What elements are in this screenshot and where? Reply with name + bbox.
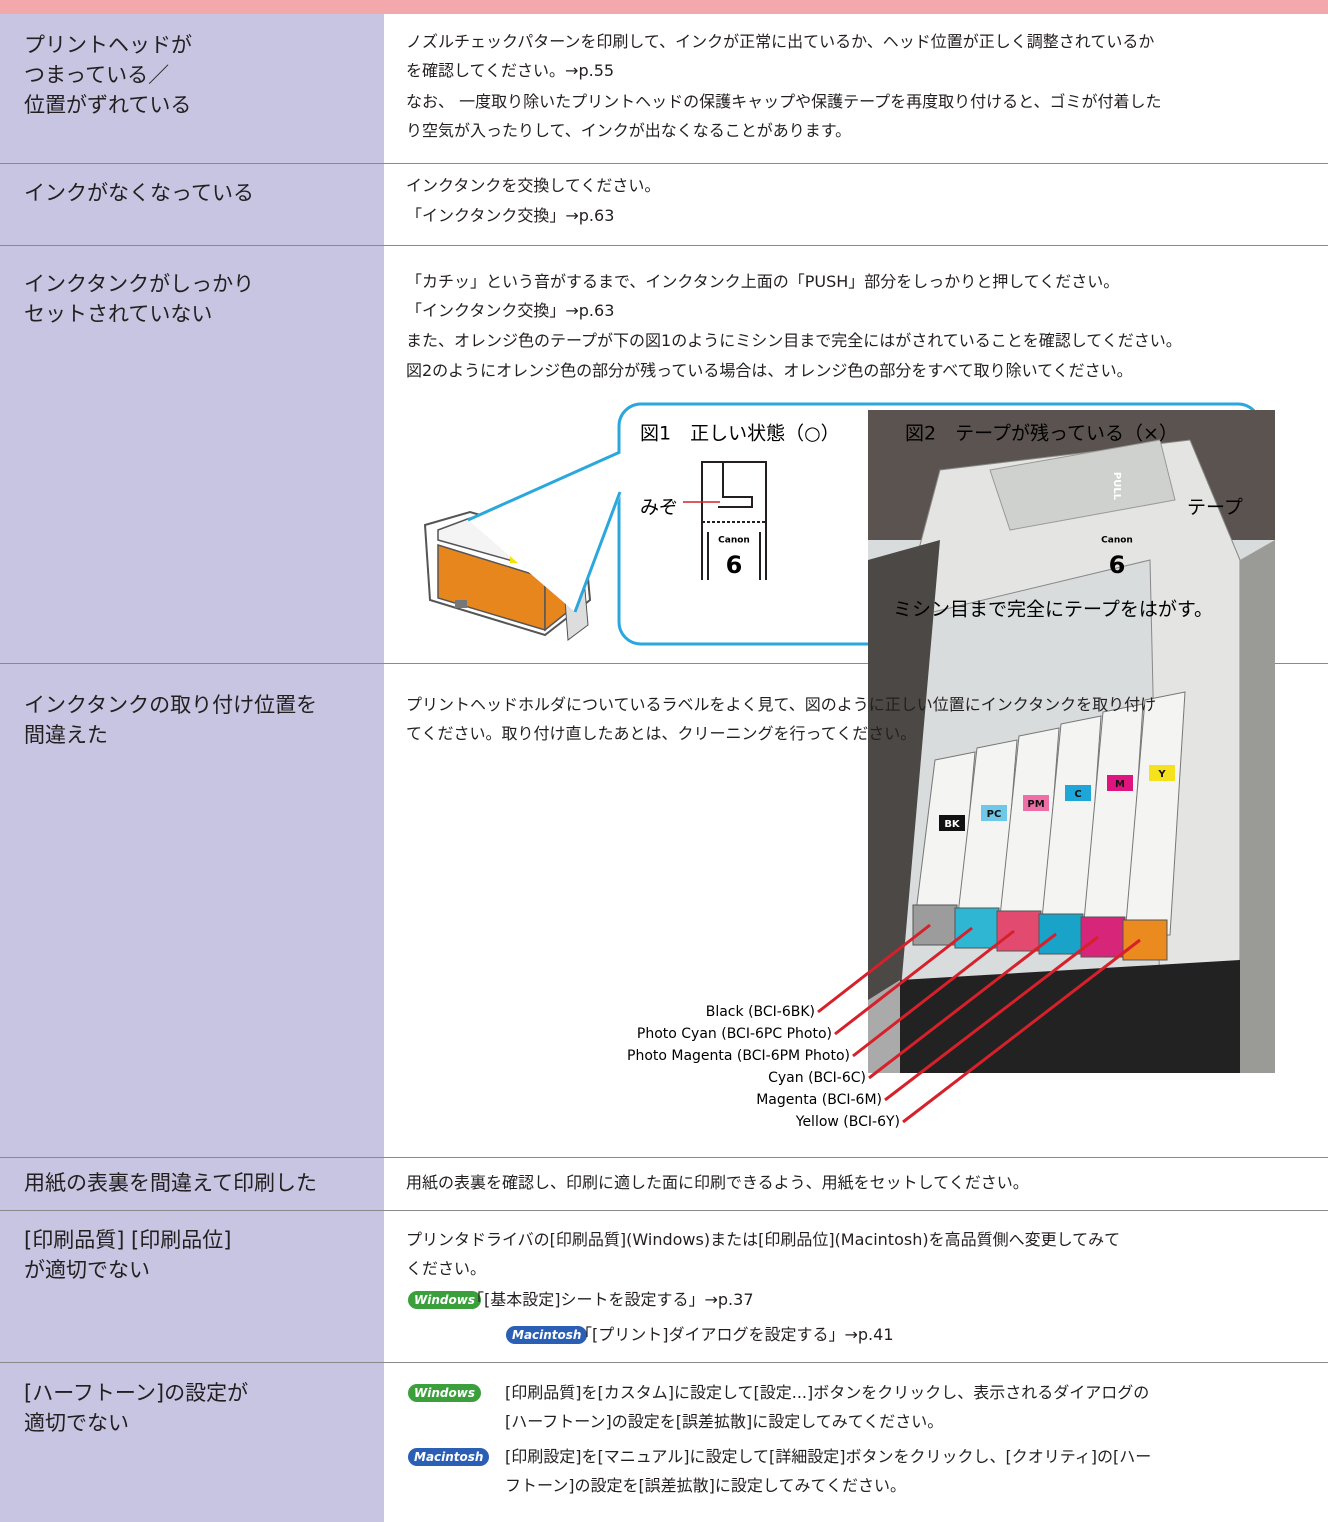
tank-brand: Canon [718,536,750,546]
note-text: [ハーフトーン]の設定を[誤差拡散]に設定してみてください。 [505,1412,944,1431]
leader-line [852,929,1015,1058]
leader-line [834,926,973,1036]
label-column [0,14,384,1522]
tank-caption: Yellow (BCI-6Y) [795,1114,900,1130]
tank-tag [981,805,1007,821]
row-text: 「インクタンク交換」→p.63 [406,301,615,320]
separators [0,163,1328,1363]
row-text: を確認してください。→p.55 [406,61,615,80]
os-badge: Macintosh [506,1326,588,1344]
row-text: 用紙の表裏を確認し、印刷に適した面に印刷できるよう、用紙をセットしてください。 [406,1173,1029,1192]
tank-brand: Canon [1101,536,1133,546]
callout-text: ミシン目まで完全にテープをはがす。 [893,599,1213,621]
note-text: [印刷品質]を[カスタム]に設定して[設定...]ボタンをクリックし、表示される… [505,1383,1150,1402]
tank-tag [1065,785,1091,801]
row-label: インクがなくなっている [24,181,254,205]
tank-label: M [1115,779,1125,790]
figure-caption: 図1 正しい状態（○） [640,423,840,445]
tank-color [1080,916,1126,958]
tank-caption: Cyan (BCI-6C) [768,1070,866,1086]
leader-line [868,932,1057,1080]
row-label: [ハーフトーン]の設定が [24,1381,249,1405]
tank-tag [1023,795,1049,811]
tank-tag [1107,775,1133,791]
row-label: 間違えた [24,723,108,747]
row-text: 「カチッ」という音がするまで、インクタンク上面の「PUSH」部分をしっかりと押し… [406,272,1120,291]
leader-line [884,935,1099,1102]
note-text: [印刷設定]を[マニュアル]に設定して[詳細設定]ボタンをクリックし、[クオリテ… [505,1447,1152,1466]
tank-color [912,904,958,946]
os-badge: Windows [408,1384,481,1402]
os-badge: Windows [408,1291,481,1309]
row-text: なお、 一度取り除いたプリントヘッドの保護キャップや保護テープを再度取り付けると… [406,92,1162,111]
row-label: セットされていない [24,302,213,326]
tank-color [954,907,1000,949]
note-text: フトーン]の設定を[誤差拡散]に設定してみてください。 [505,1476,906,1495]
link-text: 「[プリント]ダイアログを設定する」→p.41 [576,1325,894,1344]
tank-caption: Black (BCI-6BK) [706,1004,815,1020]
top-bar [0,0,1328,14]
tank-color [1122,919,1168,961]
callout-label: テープ [1187,497,1243,519]
tank-label: Y [1157,769,1166,780]
row-label: 適切でない [24,1411,129,1435]
row-label: が適切でない [24,1258,150,1282]
link-text: 「[基本設定]シートを設定する」→p.37 [468,1290,754,1309]
figure-caption: 図2 テープが残っている（×） [905,423,1178,445]
tank [1124,691,1186,936]
row-text: 「インクタンク交換」→p.63 [406,206,615,225]
row-label: 位置がずれている [24,93,192,117]
row-label: インクタンクの取り付け位置を [24,693,318,717]
tape-text: PULL [1111,472,1122,501]
row-label: インクタンクがしっかり [24,272,255,296]
tank-tag [1149,765,1175,781]
row-text: 図2のようにオレンジ色の部分が残っている場合は、オレンジ色の部分をすべて取り除い… [406,361,1133,380]
row-label: つまっている／ [24,63,170,87]
callout-label: みぞ [640,497,678,519]
leader-line [902,938,1141,1124]
tanks-photo [868,410,1275,1073]
row-label: プリントヘッドが [24,33,192,57]
row-text: てください。取り付け直したあとは、クリーニングを行ってください。 [406,724,917,743]
tank-label: C [1074,789,1081,800]
row-text: ノズルチェックパターンを印刷して、インクが正常に出ているか、ヘッド位置が正しく調… [406,32,1155,51]
row-label: [印刷品質] [印刷品位] [24,1228,232,1252]
row-text: また、オレンジ色のテープが下の図1のようにミシン目まで完全にはがされていることを… [406,331,1182,350]
row-text: インクタンクを交換してください。 [406,176,661,195]
tank-caption: Photo Cyan (BCI-6PC Photo) [637,1026,832,1042]
tank-number: 6 [726,551,743,579]
tank-caption: Magenta (BCI-6M) [756,1092,882,1108]
tank-color [1038,913,1084,955]
os-badge: Macintosh [408,1448,490,1466]
tank-label: PC [987,809,1002,820]
row-text: ください。 [406,1259,487,1278]
row-label: 用紙の表裏を間違えて印刷した [24,1171,317,1195]
tank-label: BK [944,819,961,830]
leader-line [817,923,931,1014]
row-text: プリンタドライバの[印刷品質](Windows)または[印刷品位](Macint… [406,1230,1121,1249]
tank-tag [939,815,965,831]
row-text: プリントヘッドホルダについているラベルをよく見て、図のように正しい位置にインクタ… [406,695,1157,714]
tank-number: 6 [1109,551,1126,579]
tank-color [996,910,1042,952]
tank-caption: Photo Magenta (BCI-6PM Photo) [627,1048,850,1064]
cartridge [423,510,592,641]
tank-label: PM [1027,799,1044,810]
row-text: り空気が入ったりして、インクが出なくなることがあります。 [406,121,852,140]
